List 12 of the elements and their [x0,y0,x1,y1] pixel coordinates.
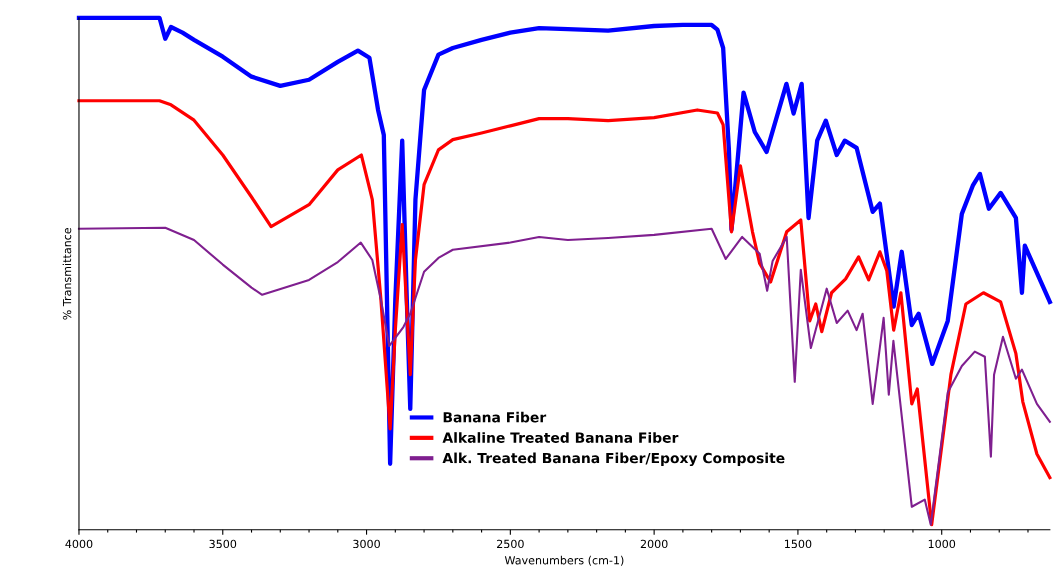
legend-label: Banana Fiber [443,411,547,423]
x-tick-label: 3500 [209,539,237,549]
y-axis-title: % Transmittance [62,227,72,320]
x-tick-label: 1500 [785,539,812,549]
legend-label: Alk. Treated Banana Fiber/Epoxy Composite [442,452,785,467]
x-tick-label: 4000 [65,539,93,549]
x-tick-label: 3000 [353,539,380,549]
x-tick-label: 2500 [497,539,524,549]
x-tick-label: 2000 [640,539,668,549]
x-tick-label: 1000 [928,539,956,549]
legend-label: Alkaline Treated Banana Fiber [442,432,679,443]
x-axis-title: Wavenumbers (cm-1) [504,555,624,566]
